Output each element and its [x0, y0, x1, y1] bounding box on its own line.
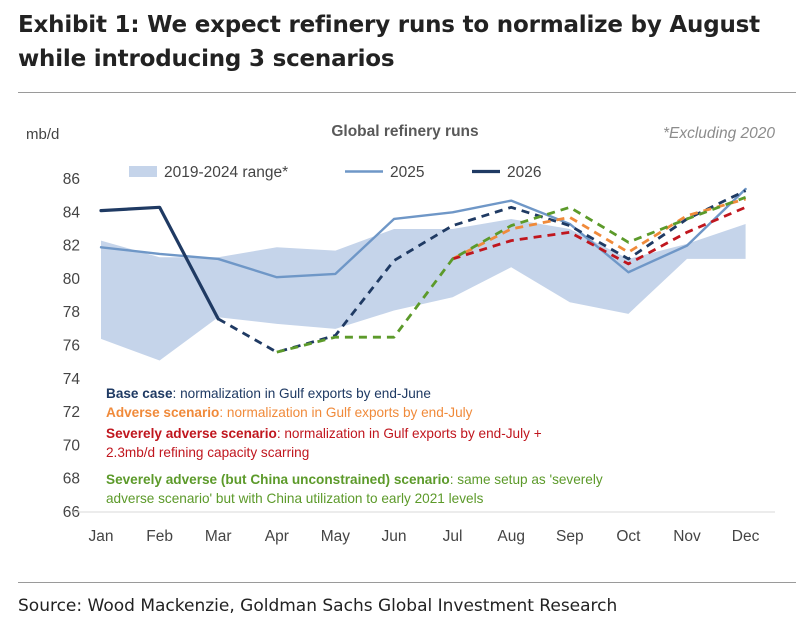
series-line-severely-adverse-but-china-unconstrained-scenario	[276, 196, 747, 354]
legend-label-2026: 2026	[507, 164, 541, 181]
annotation-severe-heading: Severely adverse scenario	[106, 426, 277, 441]
annotation-severe-line-1: Severely adverse scenario: normalization…	[106, 424, 542, 443]
exhibit-title-line-2: while introducing 3 scenarios	[18, 46, 395, 72]
x-tick-label: Jul	[443, 528, 463, 545]
y-tick-label: 82	[63, 238, 80, 255]
x-tick-label: Mar	[205, 528, 232, 545]
annotation-adverse-line-1: Adverse scenario: normalization in Gulf …	[106, 403, 472, 422]
annotation-china-heading: Severely adverse (but China unconstraine…	[106, 472, 450, 487]
x-tick-label: Nov	[673, 528, 701, 545]
annotation-china-line-2: adverse scenario' but with China utiliza…	[106, 491, 484, 506]
x-tick-label: Feb	[146, 528, 173, 545]
bottom-divider	[18, 582, 796, 583]
y-tick-label: 74	[63, 371, 81, 388]
top-divider	[18, 92, 796, 93]
refinery-runs-chart: 66 68 70 72 74 76 78 80 82 84 86 Jan Feb Mar Apr May Jun…	[26, 123, 775, 545]
x-tick-label: Apr	[265, 528, 289, 545]
x-tick-label: Jan	[89, 528, 114, 545]
annotation-severe: Severely adverse scenario: normalization…	[106, 424, 542, 462]
y-tick-label: 84	[63, 204, 81, 221]
x-tick-label: May	[321, 528, 351, 545]
exhibit-title: Exhibit 1: We expect refinery runs to no…	[18, 8, 798, 76]
y-tick-label: 86	[63, 171, 80, 188]
y-tick-label: 78	[63, 304, 80, 321]
x-tick-label: Oct	[616, 528, 641, 545]
x-tick-label: Aug	[497, 528, 525, 545]
annotation-adverse-text: : normalization in Gulf exports by end-J…	[219, 405, 473, 420]
chart-title: Global refinery runs	[331, 123, 478, 140]
exhibit-title-line-1: Exhibit 1: We expect refinery runs to no…	[18, 12, 760, 38]
series-line-2025	[99, 187, 747, 279]
annotation-base-line-1: Base case: normalization in Gulf exports…	[106, 384, 431, 403]
annotation-adverse-heading: Adverse scenario	[106, 405, 220, 420]
annotation-severe-text: : normalization in Gulf exports by end-J…	[276, 426, 542, 441]
x-tick-label: Dec	[732, 528, 760, 545]
annotation-china-line-1: Severely adverse (but China unconstraine…	[106, 470, 603, 489]
annotation-china: Severely adverse (but China unconstraine…	[106, 470, 603, 508]
y-tick-label: 68	[63, 471, 80, 488]
x-tick-label: Jun	[382, 528, 407, 545]
annotation-adverse: Adverse scenario: normalization in Gulf …	[106, 403, 472, 422]
annotation-base-text: : normalization in Gulf exports by end-J…	[172, 386, 431, 401]
x-tick-label: Sep	[556, 528, 584, 545]
range-band-2019-2024	[101, 218, 746, 361]
y-tick-label: 76	[63, 338, 80, 355]
chart-note: *Excluding 2020	[663, 125, 775, 142]
y-tick-label: 66	[63, 504, 80, 521]
annotation-base: Base case: normalization in Gulf exports…	[106, 384, 431, 403]
source-note: Source: Wood Mackenzie, Goldman Sachs Gl…	[18, 596, 618, 616]
legend-label-2025: 2025	[390, 164, 424, 181]
y-tick-label: 72	[63, 404, 80, 421]
legend-swatch-range-band	[129, 166, 157, 177]
series-line-base-case	[217, 189, 747, 354]
series-line-2026	[99, 205, 220, 321]
annotation-china-text: : same setup as 'severely	[449, 472, 603, 487]
y-tick-label: 70	[63, 437, 81, 454]
legend-label-2019-2024-range: 2019-2024 range*	[164, 164, 288, 181]
annotation-severe-line-2: 2.3mb/d refining capacity scarring	[106, 445, 310, 460]
annotation-base-heading: Base case	[106, 386, 173, 401]
y-tick-label: 80	[63, 271, 81, 288]
series-line-adverse-scenario	[451, 197, 746, 261]
y-unit-label: mb/d	[26, 126, 59, 143]
